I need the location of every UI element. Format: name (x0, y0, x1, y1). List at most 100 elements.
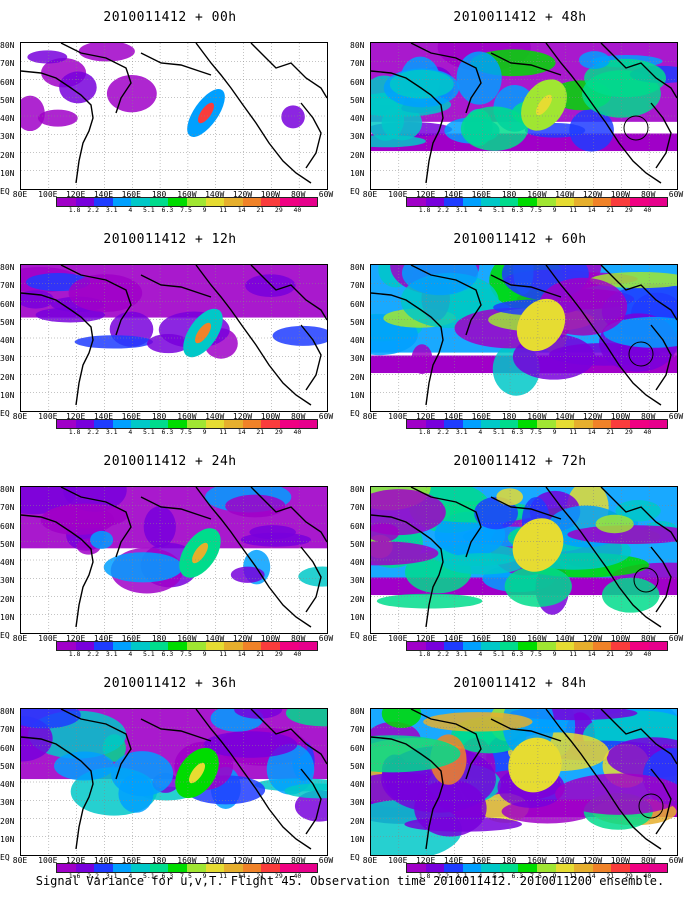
lon-label: 120E (65, 190, 86, 199)
variance-map (370, 708, 678, 856)
colorbar-label: 2.2 (87, 206, 100, 214)
colorbar-label: 9 (202, 206, 207, 214)
colorbar-swatch (611, 420, 630, 428)
colorbar-swatch (75, 420, 95, 428)
lat-label: 40N (350, 558, 365, 567)
colorbar-label: 11 (569, 650, 578, 658)
lat-label: 30N (0, 798, 15, 808)
colorbar-swatch (187, 642, 206, 650)
coastline (371, 736, 444, 850)
lat-label: 40N (0, 558, 15, 567)
lon-label: 80W (290, 634, 306, 643)
colorbar-swatch (592, 864, 612, 872)
lon-label: 120E (65, 634, 86, 643)
colorbar-swatch (57, 420, 76, 428)
lat-label: 50N (0, 539, 15, 549)
colorbar-label: 5.1 (492, 206, 505, 214)
map-panel-7: 2010011412 + 84h 80N 70N 60N 50N 40N 30N 20N 10N… (350, 666, 690, 888)
colorbar-swatch (261, 864, 280, 872)
lon-label: 100E (388, 856, 408, 865)
observation-circle (628, 341, 654, 367)
lon-label: 160E (121, 412, 141, 421)
lat-label: 80N (350, 263, 365, 272)
coastline (195, 709, 312, 850)
variance-blob (68, 274, 143, 313)
colorbar-swatch (611, 864, 630, 872)
variance-blob (298, 566, 327, 587)
lon-label: 60W (318, 190, 334, 199)
coastline (410, 487, 482, 558)
longitude-labels: 80E 100E 120E 140E 160E 180 160W 140W 120W 100W 80… (360, 634, 690, 644)
lat-label: 40N (0, 114, 15, 123)
colorbar-label: 6.3 (511, 428, 524, 436)
lon-label: 80W (290, 190, 306, 199)
colorbar-label: 29 (274, 872, 283, 880)
colorbar-swatch (112, 198, 132, 206)
colorbar-label: 14 (587, 872, 596, 880)
variance-blob (203, 731, 298, 758)
coastline (490, 718, 562, 742)
colorbar-label: 7.5 (530, 206, 542, 214)
colorbar-label: 4 (128, 206, 133, 214)
map-svg (371, 265, 677, 411)
colorbar-label: 9 (552, 428, 557, 436)
variance-map (20, 264, 328, 412)
colorbar-label: 14 (237, 650, 246, 658)
colorbar-swatch (168, 864, 188, 872)
coastline (140, 52, 212, 76)
colorbar-swatch (94, 420, 113, 428)
lon-label: 160W (527, 412, 547, 421)
map-svg (21, 265, 327, 411)
lat-label: 10N (0, 390, 15, 400)
variance-blob (106, 74, 157, 113)
colorbar-swatch (574, 642, 593, 650)
colorbar-swatch (242, 642, 262, 650)
lon-label: 160W (177, 856, 197, 865)
colorbar-label: 1.8 (418, 872, 431, 880)
map-svg (371, 709, 677, 855)
lat-label: 60N (350, 521, 365, 531)
lat-label: 60N (350, 77, 365, 87)
lon-label: 80W (640, 856, 656, 865)
colorbar-label: 4 (478, 872, 483, 880)
lon-label: 120W (232, 634, 253, 643)
colorbar-label: 21 (606, 428, 615, 436)
colorbar-swatch (462, 198, 482, 206)
colorbar-label: 2.2 (87, 428, 100, 436)
lon-label: 120E (65, 412, 86, 421)
map-panel-4: 2010011412 + 24h 80N 70N 60N 50N 40N 30N 20N 10N… (0, 444, 340, 666)
variance-blob (37, 109, 78, 127)
figure-caption: Signal Variance for u,v,T. Flight 45. Ob… (35, 874, 665, 888)
colorbar-swatch (407, 420, 426, 428)
colorbar-label: 1.8 (418, 428, 431, 436)
coastline (371, 514, 444, 628)
longitude-labels: 80E 100E 120E 140E 160E 180 160W 140W 120W 100W 80… (10, 634, 340, 644)
lon-label: 160E (121, 634, 141, 643)
coastline (300, 324, 322, 391)
colorbar-label: 40 (643, 650, 652, 658)
lon-label: 100W (260, 190, 280, 199)
lon-label: 120W (582, 634, 603, 643)
coastline (650, 546, 672, 613)
map-panel-1: 2010011412 + 48h 80N 70N 60N 50N 40N 30N 20N 10N… (350, 0, 690, 222)
variance-blob (603, 316, 677, 348)
lon-label: 80W (290, 856, 306, 865)
colorbar-swatch (279, 420, 299, 428)
variance-blob (284, 783, 327, 799)
colorbar-swatch (537, 864, 556, 872)
lon-label: 120E (415, 190, 436, 199)
signal-core (188, 762, 206, 784)
lat-label: EQ (350, 187, 360, 196)
colorbar-swatch (481, 864, 500, 872)
colorbar-label: 40 (293, 650, 302, 658)
variance-blob (281, 105, 305, 129)
variance-blob (371, 735, 461, 773)
colorbar-swatch (131, 420, 150, 428)
colorbar-label: 4 (128, 428, 133, 436)
observation-circle (623, 115, 649, 141)
colorbar-label: 29 (274, 206, 283, 214)
lon-label: 120W (582, 412, 603, 421)
variance-blob (90, 530, 114, 549)
coastline (250, 43, 327, 99)
colorbar-swatch (425, 642, 445, 650)
